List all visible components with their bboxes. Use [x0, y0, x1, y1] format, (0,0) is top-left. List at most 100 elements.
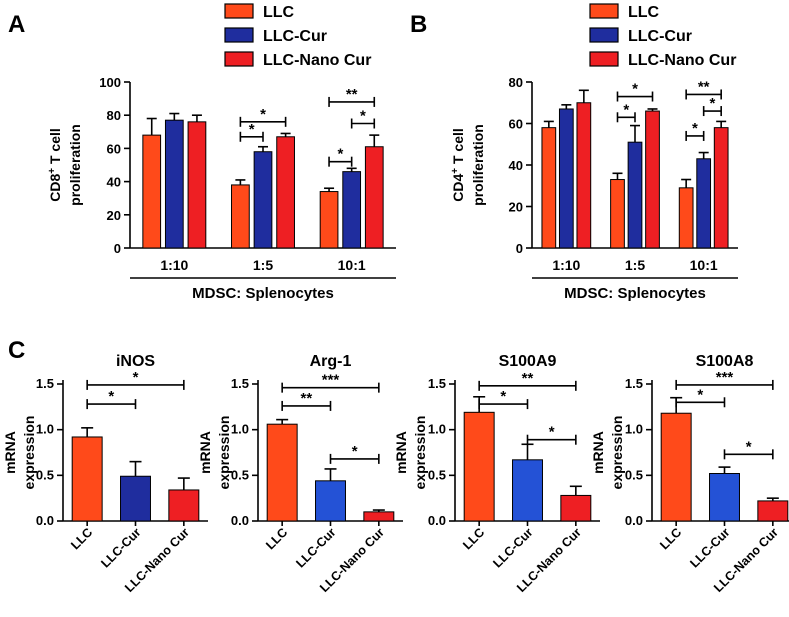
bar [142, 134, 162, 249]
significance-label: * [500, 388, 506, 405]
significance-label: * [352, 443, 358, 460]
y-axis-title: CD4+ T cell [450, 128, 467, 202]
bar [231, 184, 250, 249]
category-label: LLC [68, 525, 95, 552]
significance-label: *** [716, 369, 734, 386]
significance-label: *** [322, 372, 340, 389]
y-tick-label: 1.0 [231, 422, 249, 437]
bar [610, 179, 625, 249]
y-tick-label: 1.5 [625, 376, 643, 391]
significance-label: ** [698, 78, 710, 95]
bar [364, 146, 384, 249]
bar [71, 436, 103, 522]
bar [660, 412, 692, 522]
y-axis-title-part: T cell [450, 128, 466, 168]
legend-label: LLC-Cur [628, 28, 692, 45]
x-axis-title: MDSC: Splenocytes [564, 285, 706, 302]
chart-title: Arg-1 [310, 353, 352, 370]
y-tick-label: 1.0 [625, 422, 643, 437]
y-tick-label: 40 [509, 158, 523, 173]
significance-label: * [337, 146, 343, 163]
y-axis-title-part: + [450, 168, 461, 174]
chart-title: iNOS [116, 353, 155, 370]
y-axis-title-part: T cell [47, 128, 63, 168]
significance-label: * [709, 95, 715, 112]
significance-label: * [746, 438, 752, 455]
bar [560, 494, 592, 522]
bar [576, 102, 592, 249]
y-tick-label: 1.0 [428, 422, 446, 437]
y-tick-label: 0 [516, 241, 523, 256]
y-axis-title: proliferation [470, 124, 486, 206]
y-axis-title: mRNA [2, 431, 18, 474]
y-tick-label: 0.0 [36, 513, 54, 528]
y-axis-title-part: CD4 [450, 174, 466, 202]
panel-label: B [410, 11, 427, 38]
bar [558, 108, 574, 249]
bar [266, 423, 298, 522]
y-tick-label: 60 [509, 117, 523, 132]
legend-label: LLC-Nano Cur [628, 52, 736, 69]
chart-title: S100A8 [696, 353, 754, 370]
y-tick-label: 1.5 [428, 376, 446, 391]
significance-label: * [632, 81, 638, 98]
significance-label: * [108, 388, 114, 405]
y-tick-label: 80 [509, 75, 523, 90]
bar [709, 473, 740, 522]
y-tick-label: 0.0 [231, 513, 249, 528]
legend-swatch [589, 3, 619, 19]
legend-label: LLC-Cur [263, 28, 327, 45]
legend-swatch [224, 3, 254, 19]
bar [512, 459, 543, 522]
category-label: LLC-Cur [687, 525, 732, 570]
significance-label: * [692, 120, 698, 137]
category-label: LLC [263, 525, 290, 552]
y-tick-label: 0 [114, 241, 121, 256]
significance-label: * [260, 106, 266, 123]
significance-label: ** [300, 390, 312, 407]
y-tick-label: 0.0 [428, 513, 446, 528]
bar [627, 141, 643, 249]
legend-swatch [589, 51, 619, 67]
y-tick-label: 0.5 [625, 467, 643, 482]
category-label: LLC-Cur [98, 525, 143, 570]
y-tick-label: 20 [509, 200, 523, 215]
significance-label: * [133, 369, 139, 386]
y-axis-title-part: + [47, 168, 58, 174]
y-axis-title: expression [609, 416, 625, 490]
y-tick-label: 1.5 [231, 376, 249, 391]
y-tick-label: 100 [99, 75, 121, 90]
bar [276, 136, 295, 249]
significance-label: * [249, 121, 255, 138]
x-axis-title: MDSC: Splenocytes [192, 285, 334, 302]
y-tick-label: 0.5 [428, 467, 446, 482]
y-axis-title: expression [21, 416, 37, 490]
bar [187, 121, 207, 249]
bar [678, 187, 694, 249]
bar [363, 511, 395, 522]
y-tick-label: 1.0 [36, 422, 54, 437]
bar [164, 119, 184, 249]
category-label: LLC-Cur [293, 525, 338, 570]
bar [342, 171, 362, 249]
y-axis-title: mRNA [393, 431, 409, 474]
y-axis-title: mRNA [197, 431, 213, 474]
significance-label: * [697, 386, 703, 403]
category-label: 10:1 [338, 257, 366, 273]
bar [463, 411, 495, 522]
category-label: 1:10 [552, 257, 580, 273]
y-axis-title: mRNA [590, 431, 606, 474]
bar [120, 475, 151, 522]
significance-label: ** [346, 86, 358, 103]
y-axis-title-part: CD8 [47, 174, 63, 202]
significance-label: * [549, 424, 555, 441]
bar [253, 151, 273, 249]
legend-label: LLC [628, 4, 660, 21]
bar [541, 127, 557, 249]
legend-label: LLC-Nano Cur [263, 52, 371, 69]
bar [757, 500, 789, 522]
bar [315, 480, 346, 522]
category-label: LLC [657, 525, 684, 552]
significance-label: * [360, 108, 366, 125]
